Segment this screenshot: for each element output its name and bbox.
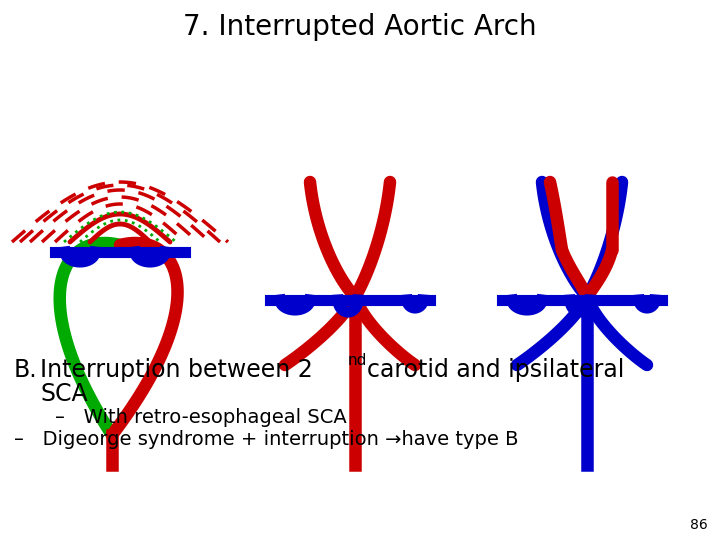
Text: carotid and ipsilateral: carotid and ipsilateral	[367, 358, 624, 382]
Text: Interruption between 2: Interruption between 2	[40, 358, 312, 382]
Text: 86: 86	[690, 518, 708, 532]
Text: –   With retro-esophageal SCA: – With retro-esophageal SCA	[55, 408, 347, 427]
Text: SCA: SCA	[40, 382, 88, 406]
Text: –   Digeorge syndrome + interruption →have type B: – Digeorge syndrome + interruption →have…	[14, 430, 518, 449]
Text: 7. Interrupted Aortic Arch: 7. Interrupted Aortic Arch	[183, 13, 537, 41]
Text: B.: B.	[14, 358, 37, 382]
Text: nd: nd	[348, 353, 367, 368]
